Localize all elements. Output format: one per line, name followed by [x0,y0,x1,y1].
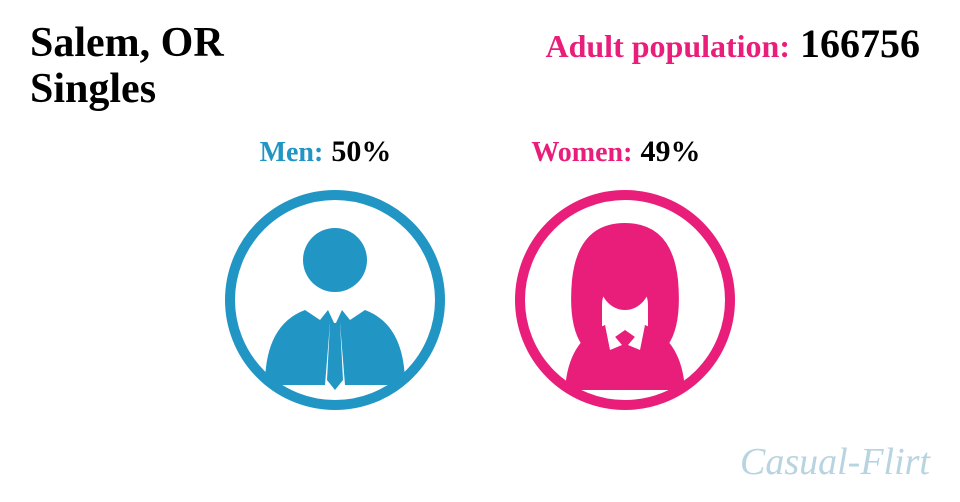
women-stat: Women: 49% [531,135,700,169]
subtitle: Singles [30,66,224,112]
population-block: Adult population: 166756 [545,20,920,112]
location-title: Salem, OR [30,20,224,66]
men-percentage: 50% [331,135,391,169]
women-label: Women: [531,137,632,169]
population-value: 166756 [800,20,920,67]
man-icon [220,185,450,415]
header-row: Salem, OR Singles Adult population: 1667… [0,20,960,112]
population-label: Adult population: [545,28,790,65]
location-block: Salem, OR Singles [30,20,224,112]
stats-row: Men: 50% Women: 49% [0,135,960,169]
icons-row [0,185,960,415]
women-percentage: 49% [640,135,700,169]
men-stat: Men: 50% [260,135,392,169]
watermark: Casual-Flirt [740,440,930,484]
men-label: Men: [260,137,324,169]
woman-icon [510,185,740,415]
